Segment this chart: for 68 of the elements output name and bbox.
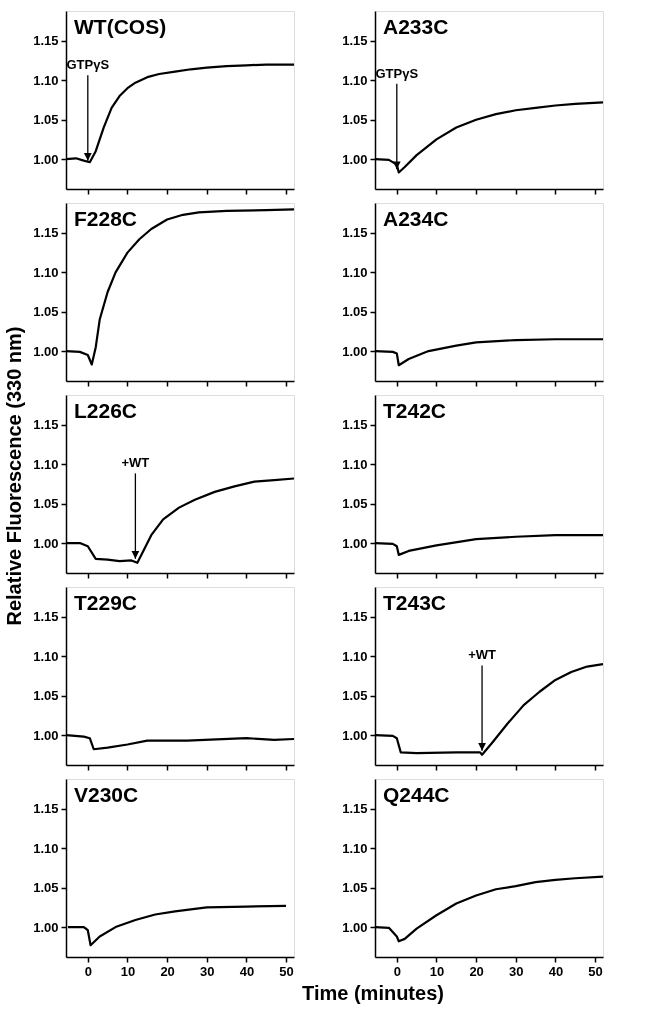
- chart-title: Q244C: [383, 783, 450, 806]
- x-tick-label: 10: [429, 963, 445, 979]
- y-tick-label: 1.05: [33, 688, 59, 704]
- y-tick-label: 1.10: [342, 840, 368, 856]
- chart-title: V230C: [74, 783, 139, 806]
- y-tick-label: 1.00: [342, 343, 368, 359]
- chart-title: WT(COS): [74, 15, 167, 38]
- y-tick-label: 1.15: [342, 609, 368, 625]
- annotation: GTPγS: [375, 65, 419, 81]
- y-tick-label: 1.10: [33, 840, 59, 856]
- y-tick-label: 1.15: [33, 225, 59, 241]
- y-tick-label: 1.15: [33, 417, 59, 433]
- y-tick-label: 1.05: [342, 496, 368, 512]
- y-tick-label: 1.15: [342, 417, 368, 433]
- y-tick-label: 1.10: [342, 648, 368, 664]
- x-tick-label: 10: [120, 963, 136, 979]
- y-tick-label: 1.05: [33, 112, 59, 128]
- y-tick-label: 1.00: [342, 919, 368, 935]
- y-tick-label: 1.10: [33, 648, 59, 664]
- y-tick-label: 1.15: [342, 225, 368, 241]
- x-tick-label: 0: [84, 963, 92, 979]
- x-tick-label: 0: [393, 963, 401, 979]
- chart-title: A234C: [383, 207, 449, 230]
- x-tick-label: 20: [469, 963, 484, 979]
- annotation: +WT: [468, 647, 497, 663]
- y-tick-label: 1.05: [33, 880, 59, 896]
- y-tick-label: 1.00: [33, 919, 59, 935]
- y-tick-label: 1.15: [342, 33, 368, 49]
- chart-title: T243C: [383, 591, 447, 614]
- y-tick-label: 1.05: [33, 496, 59, 512]
- y-tick-label: 1.15: [33, 609, 59, 625]
- x-tick-label: 20: [160, 963, 175, 979]
- y-tick-label: 1.00: [342, 727, 368, 743]
- x-axis-title: Time (minutes): [302, 982, 444, 1004]
- y-tick-label: 1.00: [33, 535, 59, 551]
- chart-title: A233C: [383, 15, 449, 38]
- chart-title: F228C: [74, 207, 138, 230]
- y-tick-label: 1.00: [33, 727, 59, 743]
- y-tick-label: 1.00: [33, 151, 59, 167]
- y-tick-label: 1.15: [342, 801, 368, 817]
- x-tick-label: 30: [509, 963, 524, 979]
- y-tick-label: 1.05: [342, 688, 368, 704]
- chart-title: L226C: [74, 399, 138, 422]
- y-tick-label: 1.05: [342, 304, 368, 320]
- y-tick-label: 1.15: [33, 33, 59, 49]
- y-tick-label: 1.10: [342, 72, 368, 88]
- annotation: GTPγS: [66, 57, 110, 73]
- y-tick-label: 1.10: [342, 456, 368, 472]
- y-tick-label: 1.10: [33, 264, 59, 280]
- y-tick-label: 1.10: [33, 72, 59, 88]
- annotation: +WT: [121, 455, 150, 471]
- y-tick-label: 1.10: [342, 264, 368, 280]
- chart-title: T242C: [383, 399, 447, 422]
- x-tick-label: 40: [548, 963, 564, 979]
- y-tick-label: 1.00: [342, 535, 368, 551]
- chart-title: T229C: [74, 591, 138, 614]
- y-tick-label: 1.05: [342, 880, 368, 896]
- y-tick-label: 1.05: [342, 112, 368, 128]
- x-tick-label: 50: [279, 963, 294, 979]
- x-tick-label: 50: [588, 963, 603, 979]
- y-tick-label: 1.10: [33, 456, 59, 472]
- y-axis-title: Relative Fluorescence (330 nm): [3, 326, 25, 626]
- y-tick-label: 1.00: [33, 343, 59, 359]
- x-tick-label: 40: [239, 963, 255, 979]
- y-tick-label: 1.00: [342, 151, 368, 167]
- y-tick-label: 1.05: [33, 304, 59, 320]
- x-tick-label: 30: [200, 963, 215, 979]
- y-tick-label: 1.15: [33, 801, 59, 817]
